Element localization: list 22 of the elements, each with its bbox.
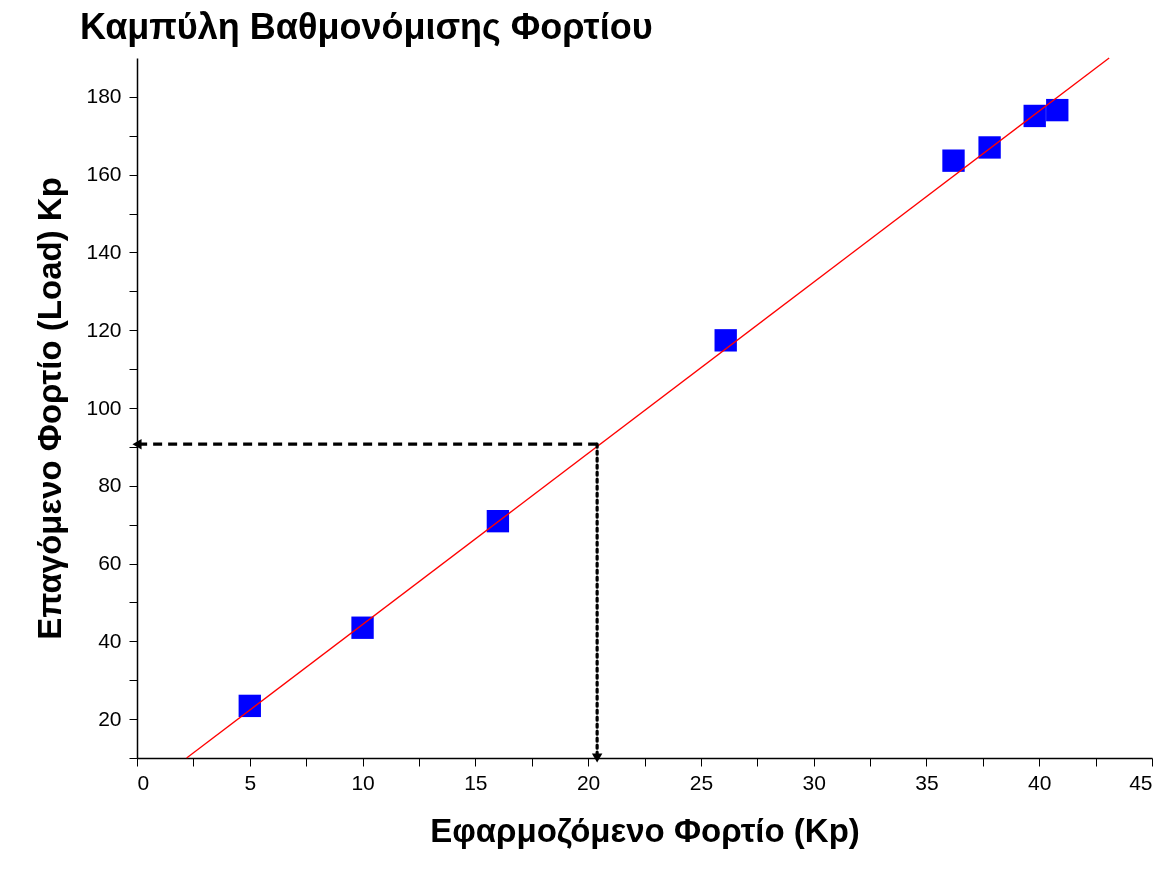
x-tick-label: 35: [915, 770, 939, 794]
y-tick-label: 40: [98, 628, 122, 652]
chart-title: Καμπύλη Βαθμονόμισης Φορτίου: [79, 6, 653, 48]
x-tick-label: 10: [351, 770, 375, 794]
x-tick-label: 15: [464, 770, 488, 794]
y-tick-label: 180: [86, 84, 122, 108]
x-tick-label: 20: [576, 770, 601, 794]
y-tick-label: 160: [86, 162, 122, 186]
y-tick-label: 20: [98, 706, 122, 730]
x-axis-title: Εφαρμοζόμενο Φορτίο (Kp): [430, 811, 860, 849]
y-tick-label: 60: [98, 551, 122, 575]
x-tick-label: 45: [1129, 770, 1153, 794]
y-tick-label: 100: [86, 395, 122, 419]
x-tick-label: 40: [1028, 770, 1052, 794]
y-tick-label: 140: [86, 239, 122, 263]
y-axis-title: Επαγόμενο Φορτίο (Load) Kp: [31, 177, 69, 640]
x-tick-label: 25: [689, 770, 714, 794]
y-tick-label: 120: [86, 317, 122, 341]
x-tick-label: 5: [244, 770, 257, 794]
x-tick-label: 30: [802, 770, 826, 794]
x-tick-label: 0: [137, 770, 150, 794]
y-tick-label: 80: [98, 473, 122, 497]
